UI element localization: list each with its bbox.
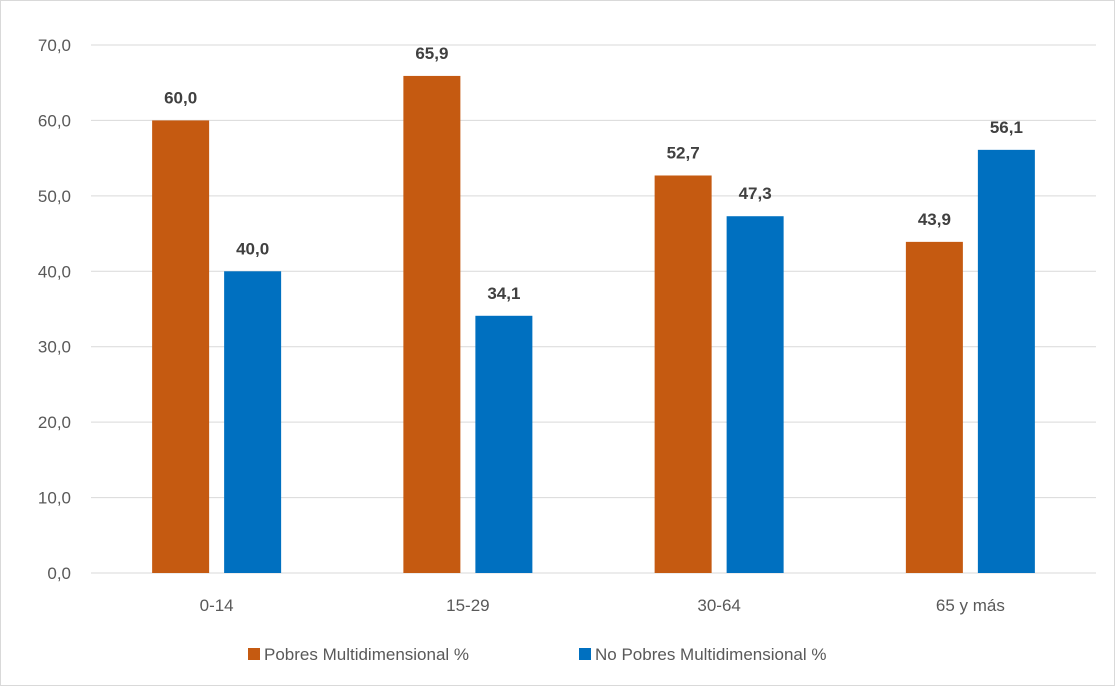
x-axis-ticks: 0-14 15-29 30-64 65 y más	[200, 596, 1005, 615]
bar-no-pobres	[726, 216, 784, 574]
y-tick-label: 0,0	[47, 564, 71, 583]
bars	[152, 75, 1035, 574]
data-labels: 60,0 40,0 65,9 34,1 52,7 47,3 43,9 56,1	[164, 44, 1023, 303]
data-label: 47,3	[739, 184, 772, 203]
legend-swatch	[248, 648, 260, 660]
data-label: 34,1	[487, 284, 520, 303]
data-label: 43,9	[918, 210, 951, 229]
bar-no-pobres	[475, 315, 533, 573]
y-tick-label: 50,0	[38, 187, 71, 206]
y-tick-label: 30,0	[38, 338, 71, 357]
legend-label: Pobres Multidimensional %	[264, 645, 469, 664]
bar-pobres	[152, 120, 210, 573]
legend-label: No Pobres Multidimensional %	[595, 645, 827, 664]
x-tick-label: 0-14	[200, 596, 234, 615]
data-label: 56,1	[990, 118, 1023, 137]
data-label: 52,7	[667, 143, 700, 162]
bar-no-pobres	[224, 271, 282, 573]
x-tick-label: 15-29	[446, 596, 489, 615]
y-tick-label: 20,0	[38, 413, 71, 432]
legend: Pobres Multidimensional % No Pobres Multi…	[248, 645, 827, 664]
y-tick-label: 60,0	[38, 111, 71, 130]
x-tick-label: 30-64	[697, 596, 740, 615]
data-label: 65,9	[415, 44, 448, 63]
data-label: 60,0	[164, 88, 197, 107]
bar-no-pobres	[977, 149, 1035, 574]
legend-swatch	[579, 648, 591, 660]
data-label: 40,0	[236, 239, 269, 258]
y-tick-label: 70,0	[38, 36, 71, 55]
x-tick-label: 65 y más	[936, 596, 1005, 615]
bar-pobres	[403, 75, 461, 573]
bar-pobres	[905, 241, 963, 573]
y-tick-label: 40,0	[38, 262, 71, 281]
bar-pobres	[654, 175, 712, 573]
y-tick-label: 10,0	[38, 489, 71, 508]
y-axis-ticks: 0,0 10,0 20,0 30,0 40,0 50,0 60,0 70,0	[38, 36, 71, 583]
